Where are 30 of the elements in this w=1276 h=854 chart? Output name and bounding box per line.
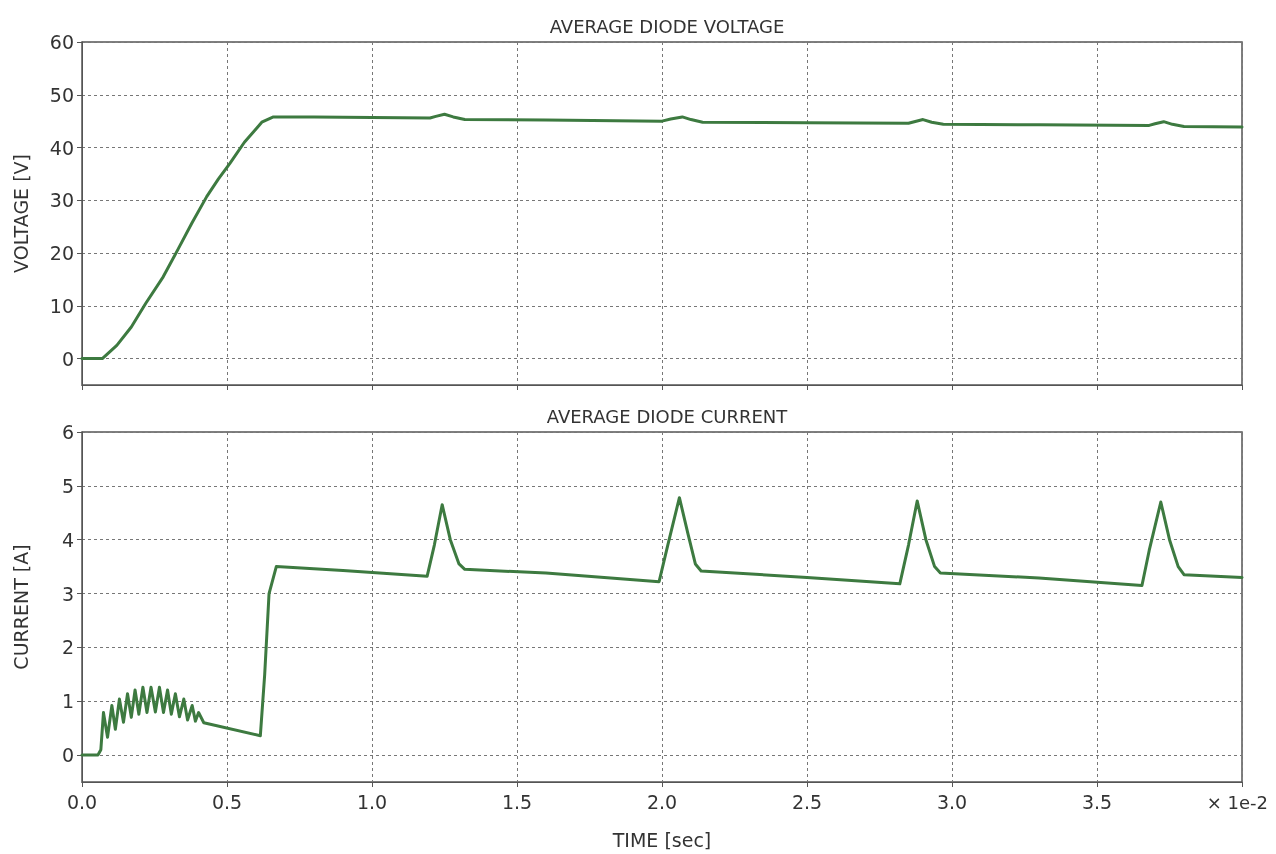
x-axis-title: TIME [sec]	[611, 828, 712, 851]
line-series	[80, 496, 1244, 757]
y-tick-label: 6	[61, 421, 74, 443]
chart-title: AVERAGE DIODE VOLTAGE	[549, 15, 785, 37]
y-tick-label: 3	[61, 582, 74, 605]
y-tick-label: 10	[49, 294, 74, 317]
y-tick-label: 4	[61, 528, 74, 551]
x-tick-label: 2.5	[791, 790, 823, 813]
y-tick-label: 30	[49, 189, 74, 212]
x-tick-label: 1.0	[356, 790, 388, 813]
x-tick-label: 3.0	[936, 790, 968, 813]
y-tick-label: 5	[61, 474, 74, 497]
y-tick-label: 0	[61, 347, 74, 370]
y-tick-label: 20	[49, 242, 74, 265]
text: × 1e-2	[1206, 791, 1268, 813]
x-tick-label: 2.0	[646, 790, 678, 813]
chart-title: AVERAGE DIODE CURRENT	[546, 405, 789, 427]
x-tick-label: 3.5	[1081, 790, 1113, 813]
y-tick-label: 1	[61, 690, 74, 713]
y-tick-label: 0	[61, 744, 74, 767]
x-tick-label: 0.5	[211, 790, 243, 813]
y-tick-label: 2	[61, 636, 74, 659]
y-axis-title: VOLTAGE [V]	[9, 154, 32, 273]
y-tick-label: 40	[49, 136, 74, 159]
y-tick-label: 50	[49, 83, 74, 106]
x-tick-label: 0.0	[66, 790, 98, 813]
y-axis-title: CURRENT [A]	[9, 544, 32, 670]
line-series	[80, 112, 1244, 361]
y-tick-label: 60	[49, 31, 74, 53]
x-tick-label: 1.5	[501, 790, 533, 813]
